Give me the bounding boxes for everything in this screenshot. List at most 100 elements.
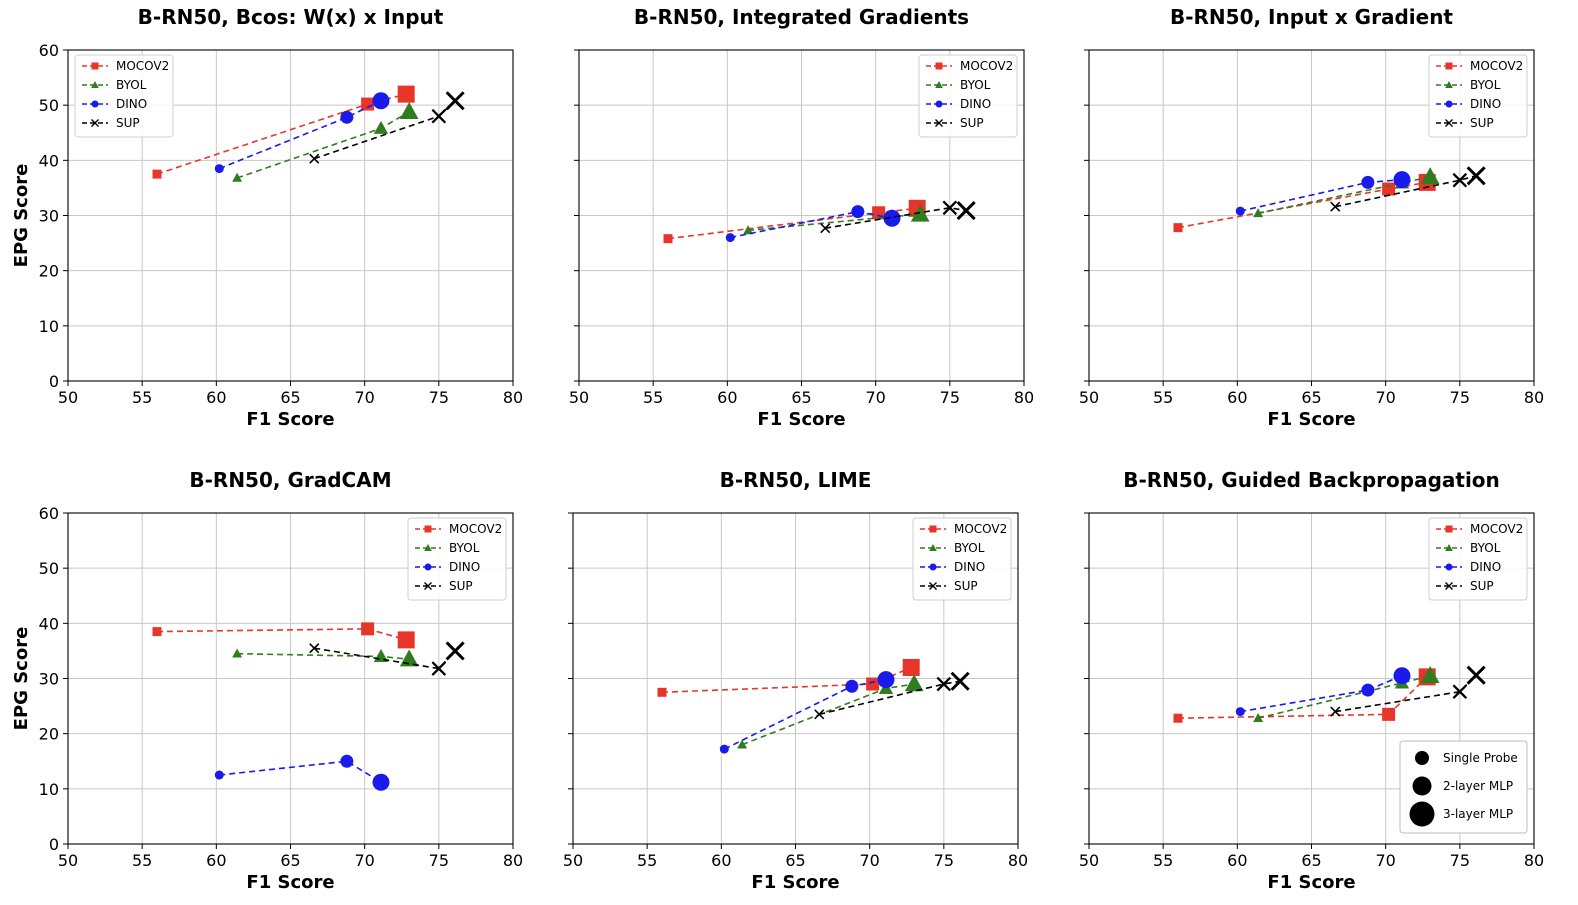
- legend-swatch-mocov2: [424, 525, 432, 533]
- data-point-dino: [372, 92, 390, 110]
- x-axis-label: F1 Score: [1267, 872, 1355, 893]
- data-point-byol: [910, 204, 930, 222]
- series-legend: MOCOV2 BYOL DINO SUP: [1428, 517, 1528, 601]
- probe-size-marker: [1412, 776, 1432, 796]
- data-point-dino: [1393, 667, 1411, 685]
- data-point-byol: [232, 172, 243, 182]
- chart-title: B-RN50, LIME: [720, 468, 872, 492]
- data-point-dino: [214, 770, 224, 780]
- legend-label: BYOL: [116, 78, 147, 92]
- legend-swatch-byol: [929, 543, 937, 551]
- data-point-sup: [445, 91, 465, 111]
- y-tick-label: 20: [39, 262, 59, 281]
- data-point-mocov2: [663, 234, 673, 244]
- x-tick-label: 80: [503, 851, 523, 870]
- legend-swatch-dino: [935, 100, 943, 108]
- y-tick-label: 40: [39, 614, 59, 633]
- legend-label: DINO: [449, 560, 480, 574]
- data-point-mocov2: [152, 627, 162, 637]
- y-tick-label: 20: [39, 725, 59, 744]
- data-point-byol: [399, 102, 419, 120]
- legend-label: DINO: [954, 560, 985, 574]
- data-point-sup: [1452, 172, 1468, 188]
- data-point-dino: [1393, 171, 1411, 189]
- x-tick-label: 75: [429, 851, 449, 870]
- legend-label: SUP: [449, 579, 473, 593]
- legend-swatch-sup: [91, 119, 99, 127]
- chart-panel-2: 50 55 60 65 70 75 80 B-RN50, Integrated Gradien…: [569, 5, 1034, 430]
- legend-label: DINO: [960, 97, 991, 111]
- data-point-dino: [214, 164, 224, 174]
- legend-swatch-dino: [91, 100, 99, 108]
- legend-label: BYOL: [960, 78, 991, 92]
- series-legend: MOCOV2 BYOL DINO SUP: [912, 517, 1012, 601]
- x-tick-label: 50: [1079, 388, 1099, 407]
- data-point-sup: [956, 200, 976, 221]
- data-point-sup: [942, 200, 958, 216]
- legend-box: [1428, 54, 1528, 138]
- data-point-sup: [820, 223, 831, 234]
- y-tick-label: 60: [39, 504, 59, 523]
- y-tick-label: 40: [39, 151, 59, 170]
- data-point-sup: [1452, 684, 1468, 700]
- legend-label: SUP: [1470, 579, 1494, 593]
- series-line-dino: [219, 760, 382, 783]
- data-point-byol: [743, 225, 754, 235]
- x-tick-label: 65: [280, 851, 300, 870]
- data-point-sup: [950, 671, 970, 691]
- x-tick-label: 60: [717, 388, 737, 407]
- legend-swatch-mocov2: [1445, 62, 1453, 70]
- probe-legend-label: Single Probe: [1443, 751, 1518, 765]
- legend-swatch-byol: [424, 543, 432, 551]
- y-tick-label: 50: [39, 559, 59, 578]
- data-point-mocov2: [657, 687, 667, 697]
- data-point-dino: [340, 110, 354, 124]
- y-tick-label: 10: [39, 317, 59, 336]
- x-tick-label: 55: [1153, 388, 1173, 407]
- y-tick-label: 10: [39, 780, 59, 799]
- data-point-sup: [445, 641, 465, 661]
- data-point-mocov2: [361, 97, 375, 111]
- x-tick-label: 55: [132, 388, 152, 407]
- legend-swatch-mocov2: [935, 62, 943, 70]
- legend-label: BYOL: [449, 541, 480, 555]
- data-point-mocov2: [1173, 223, 1183, 233]
- data-point-dino: [877, 671, 895, 689]
- legend-label: MOCOV2: [449, 522, 502, 536]
- x-tick-label: 75: [1450, 388, 1470, 407]
- data-point-sup: [431, 661, 447, 676]
- x-axis-label: F1 Score: [751, 872, 839, 893]
- legend-swatch-mocov2: [1445, 525, 1453, 533]
- series-line-sup: [825, 206, 967, 229]
- chart-title: B-RN50, Integrated Gradients: [634, 5, 969, 29]
- legend-label: BYOL: [954, 541, 985, 555]
- data-point-dino: [851, 205, 865, 219]
- data-point-mocov2: [1382, 182, 1396, 196]
- chart-title: B-RN50, Bcos: W(x) x Input: [138, 5, 444, 29]
- data-point-byol: [1420, 167, 1440, 185]
- x-tick-label: 65: [1301, 851, 1321, 870]
- probe-legend: Single Probe 2-layer MLP 3-layer MLP: [1399, 740, 1528, 834]
- legend-swatch-dino: [929, 563, 937, 571]
- data-point-sup: [309, 643, 320, 654]
- x-tick-label: 65: [785, 851, 805, 870]
- series-legend: MOCOV2 BYOL DINO SUP: [1428, 54, 1528, 138]
- legend-swatch-sup: [929, 582, 937, 590]
- series-line-byol: [236, 111, 410, 179]
- data-point-mocov2: [152, 169, 162, 179]
- series-line-dino: [1240, 675, 1403, 713]
- legend-label: DINO: [1470, 97, 1501, 111]
- data-point-dino: [845, 679, 859, 693]
- data-point-dino: [340, 754, 354, 768]
- y-axis-label: EPG Score: [11, 164, 32, 268]
- x-tick-label: 75: [934, 851, 954, 870]
- legend-label: SUP: [1470, 116, 1494, 130]
- chart-panel-5: 50 55 60 65 70 75 80 B-RN50, LIME F1 Score MOCOV2…: [563, 468, 1028, 893]
- y-tick-label: 0: [49, 835, 59, 854]
- probe-size-marker: [1409, 801, 1435, 827]
- legend-swatch-byol: [1445, 543, 1453, 551]
- legend-swatch-dino: [1445, 100, 1453, 108]
- chart-title: B-RN50, Input x Gradient: [1170, 5, 1453, 29]
- legend-label: MOCOV2: [1470, 59, 1523, 73]
